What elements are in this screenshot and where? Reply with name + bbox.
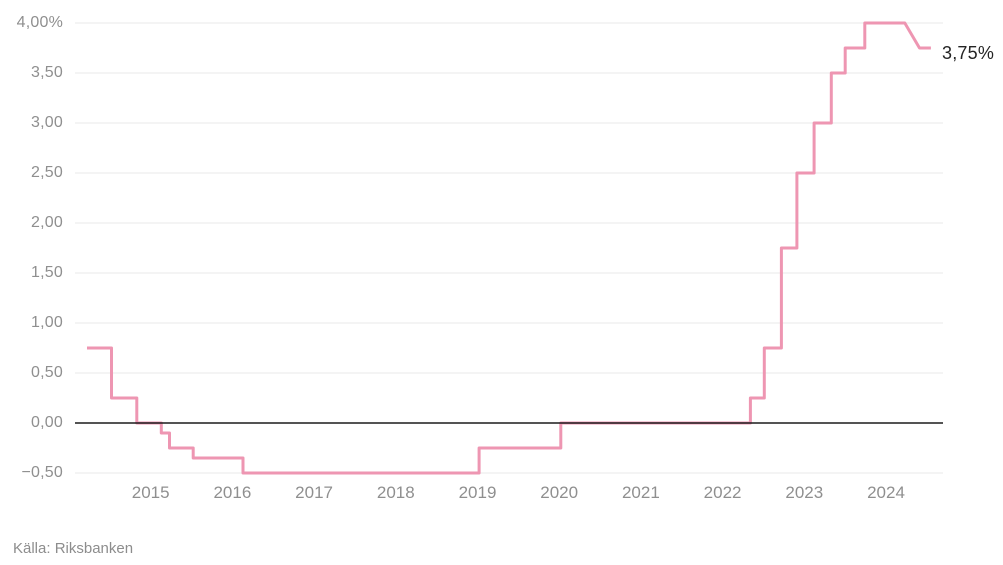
y-tick-label: 2,00 bbox=[31, 214, 63, 231]
y-tick-label: 0,50 bbox=[31, 364, 63, 381]
y-tick-label: 0,00 bbox=[31, 414, 63, 431]
y-tick-label: 4,00% bbox=[16, 14, 63, 31]
x-tick-label: 2020 bbox=[540, 483, 579, 502]
x-tick-label: 2015 bbox=[131, 483, 170, 502]
x-tick-label: 2017 bbox=[295, 483, 333, 502]
rate-series-line bbox=[87, 21, 931, 475]
y-tick-label: 1,00 bbox=[31, 314, 63, 331]
y-tick-label: 2,50 bbox=[31, 164, 63, 181]
x-tick-label: 2024 bbox=[867, 483, 905, 502]
source-caption: Källa: Riksbanken bbox=[13, 540, 134, 557]
y-tick-label: −0,50 bbox=[21, 464, 63, 481]
x-tick-label: 2019 bbox=[458, 483, 497, 502]
y-tick-label: 1,50 bbox=[31, 264, 63, 281]
current-rate-label: 3,75% bbox=[942, 43, 995, 63]
x-tick-label: 2016 bbox=[213, 483, 252, 502]
y-tick-label: 3,00 bbox=[31, 114, 63, 131]
x-tick-label: 2023 bbox=[785, 483, 824, 502]
x-tick-label: 2022 bbox=[703, 483, 742, 502]
x-tick-label: 2021 bbox=[621, 483, 660, 502]
x-tick-label: 2018 bbox=[376, 483, 415, 502]
y-tick-label: 3,50 bbox=[31, 64, 63, 81]
